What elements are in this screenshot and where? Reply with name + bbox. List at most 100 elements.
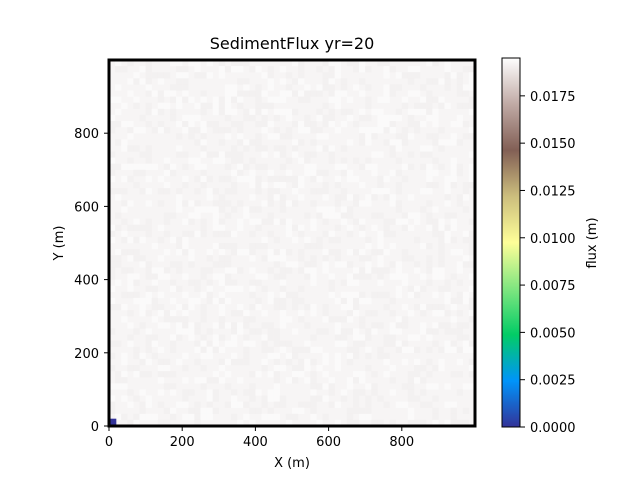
heatmap-cell xyxy=(334,255,341,262)
heatmap-cell xyxy=(231,310,238,317)
heatmap-cell xyxy=(176,236,183,244)
heatmap-cell xyxy=(182,230,189,238)
heatmap-cell xyxy=(243,90,250,97)
heatmap-cell xyxy=(182,389,189,396)
heatmap-cell xyxy=(438,243,445,250)
heatmap-cell xyxy=(157,365,165,372)
heatmap-cell xyxy=(346,108,354,116)
heatmap-cell xyxy=(298,346,305,353)
heatmap-cell xyxy=(432,96,439,103)
heatmap-cell xyxy=(426,169,433,177)
heatmap-cell xyxy=(298,139,305,146)
heatmap-cell xyxy=(395,145,402,152)
heatmap-cell xyxy=(273,218,280,225)
heatmap-cell xyxy=(273,395,280,402)
heatmap-cell xyxy=(365,395,372,402)
heatmap-cell xyxy=(279,297,287,305)
heatmap-cell xyxy=(322,206,329,213)
heatmap-cell xyxy=(188,389,195,396)
heatmap-cell xyxy=(176,102,183,109)
heatmap-cell xyxy=(377,395,384,402)
heatmap-cell xyxy=(456,169,463,177)
heatmap-cell xyxy=(121,236,128,244)
heatmap-cell xyxy=(157,358,165,366)
heatmap-cell xyxy=(298,121,305,128)
heatmap-cell xyxy=(468,340,476,347)
heatmap-cell xyxy=(194,66,201,73)
heatmap-cell xyxy=(279,200,287,207)
heatmap-cell xyxy=(438,273,445,280)
heatmap-cell xyxy=(249,66,256,73)
heatmap-cell xyxy=(127,291,134,299)
heatmap-cell xyxy=(389,230,396,238)
heatmap-cell xyxy=(450,249,457,256)
heatmap-cell xyxy=(249,395,256,402)
heatmap-cell xyxy=(261,255,268,262)
heatmap-cell xyxy=(109,157,116,164)
heatmap-cell xyxy=(420,365,427,372)
heatmap-cell xyxy=(432,291,439,299)
heatmap-cell xyxy=(182,66,189,73)
heatmap-cell xyxy=(285,84,293,91)
heatmap-cell xyxy=(377,261,384,268)
heatmap-cell xyxy=(377,346,384,353)
heatmap-cell xyxy=(151,267,158,274)
heatmap-cell xyxy=(182,243,189,250)
heatmap-cell xyxy=(218,243,226,250)
heatmap-cell xyxy=(249,389,256,396)
heatmap-cell xyxy=(346,194,354,201)
heatmap-cell xyxy=(176,304,183,311)
heatmap-cell xyxy=(212,395,219,402)
heatmap-cell xyxy=(444,66,451,73)
heatmap-cell xyxy=(444,230,451,238)
heatmap-cell xyxy=(401,316,409,323)
heatmap-cell xyxy=(456,267,463,274)
heatmap-cell xyxy=(340,261,348,268)
heatmap-cell xyxy=(334,175,341,183)
heatmap-cell xyxy=(334,60,341,67)
heatmap-cell xyxy=(310,279,317,286)
heatmap-cell xyxy=(145,145,152,152)
heatmap-cell xyxy=(420,310,427,317)
heatmap-cell xyxy=(145,78,152,85)
heatmap-cell xyxy=(407,419,415,427)
heatmap-cell xyxy=(353,200,360,207)
heatmap-cell xyxy=(456,328,463,335)
heatmap-cell xyxy=(346,297,354,305)
heatmap-cell xyxy=(182,304,189,311)
plot-border xyxy=(107,58,477,428)
heatmap-cell xyxy=(182,72,189,79)
heatmap-cell xyxy=(121,358,128,366)
heatmap-cell xyxy=(462,419,470,427)
heatmap-cell xyxy=(139,352,146,360)
heatmap-cell xyxy=(365,407,372,414)
heatmap-cell xyxy=(340,78,348,85)
heatmap-cell xyxy=(346,383,354,390)
heatmap-cell xyxy=(194,127,201,134)
heatmap-cell xyxy=(194,200,201,207)
heatmap-cell xyxy=(157,267,165,274)
heatmap-cell xyxy=(127,255,134,262)
heatmap-cell xyxy=(444,383,451,390)
heatmap-cell xyxy=(109,121,116,128)
heatmap-cell xyxy=(212,261,219,268)
heatmap-cell xyxy=(389,90,396,97)
heatmap-cell xyxy=(145,224,152,231)
heatmap-cell xyxy=(285,169,293,177)
heatmap-cell xyxy=(414,371,421,378)
heatmap-cell xyxy=(322,78,329,85)
heatmap-cell xyxy=(267,133,274,140)
heatmap-cell xyxy=(279,267,287,274)
heatmap-cell xyxy=(322,267,329,274)
heatmap-cell xyxy=(292,200,299,207)
heatmap-cell xyxy=(414,102,421,109)
heatmap-cell xyxy=(279,316,287,323)
heatmap-cell xyxy=(438,96,445,103)
heatmap-cell xyxy=(170,413,177,421)
heatmap-cell xyxy=(145,188,152,195)
heatmap-cell xyxy=(273,114,280,122)
heatmap-cell xyxy=(334,224,341,231)
heatmap-cell xyxy=(322,169,329,177)
heatmap-cell xyxy=(432,413,439,421)
heatmap-cell xyxy=(456,121,463,128)
